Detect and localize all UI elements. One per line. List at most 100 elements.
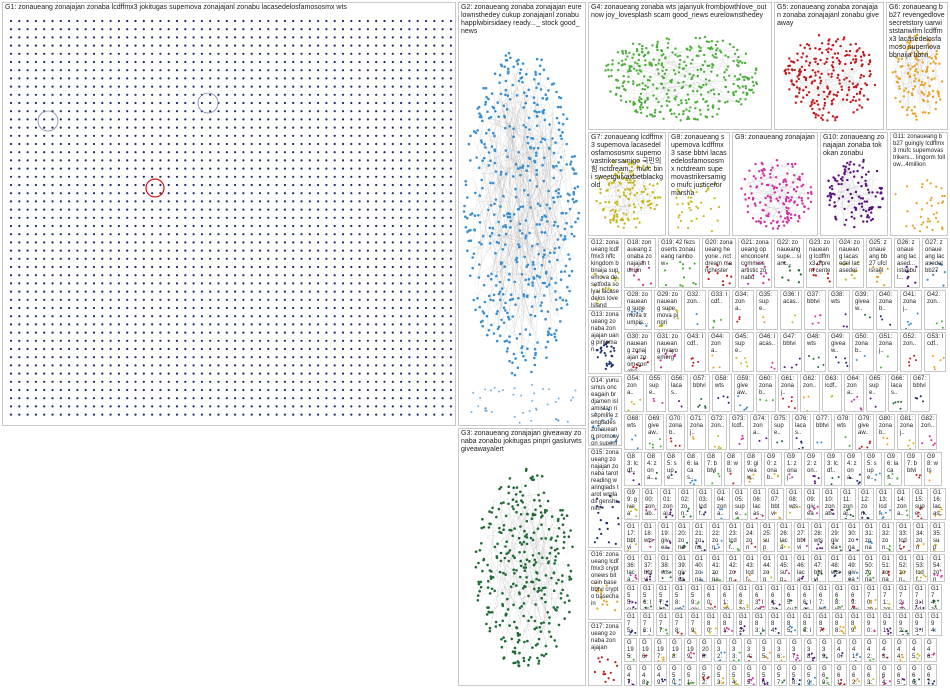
graph-node	[532, 531, 536, 534]
graph-node	[43, 282, 46, 285]
graph-edge	[843, 65, 873, 75]
graph-node	[628, 51, 631, 54]
graph-node	[433, 60, 436, 64]
graph-node	[184, 372, 187, 375]
graph-node	[533, 314, 537, 318]
graph-node	[710, 40, 713, 43]
graph-node	[200, 356, 203, 359]
graph-node	[400, 224, 403, 228]
graph-node	[533, 619, 537, 623]
graph-node	[333, 323, 336, 326]
graph-node	[739, 60, 742, 63]
graph-node	[449, 413, 452, 416]
graph-node	[519, 205, 522, 209]
graph-node	[358, 52, 361, 55]
graph-node	[242, 282, 245, 285]
graph-node	[827, 111, 830, 114]
graph-node	[350, 323, 353, 326]
graph-node	[225, 77, 228, 80]
graph-node	[408, 159, 411, 162]
graph-edge	[802, 54, 837, 94]
graph-node	[483, 156, 486, 160]
graph-node	[26, 323, 29, 326]
graph-node	[101, 69, 104, 72]
graph-node	[528, 231, 531, 235]
graph-node	[499, 170, 503, 174]
graph-node	[474, 131, 478, 134]
graph-node	[267, 290, 270, 293]
graph-node	[51, 323, 54, 326]
graph-edge	[839, 52, 844, 60]
graph-node	[59, 151, 62, 154]
graph-node	[258, 60, 262, 64]
graph-node	[499, 173, 503, 176]
graph-node	[624, 58, 627, 61]
graph-node	[317, 397, 320, 400]
graph-node	[92, 241, 96, 244]
graph-node	[159, 183, 162, 187]
graph-node	[449, 216, 452, 219]
graph-node	[76, 77, 79, 80]
graph-node	[34, 208, 37, 211]
graph-node	[250, 315, 253, 318]
graph-node	[466, 249, 469, 252]
graph-edge	[541, 569, 551, 639]
graph-node	[548, 616, 551, 619]
graph-node	[234, 134, 237, 137]
graph-node	[59, 249, 62, 252]
graph-edge	[633, 85, 635, 111]
graph-node	[543, 118, 547, 122]
graph-node	[441, 36, 444, 39]
graph-node	[192, 347, 195, 351]
graph-node	[225, 397, 228, 400]
graph-node	[134, 159, 137, 162]
graph-node	[26, 118, 29, 121]
graph-node	[408, 200, 411, 203]
graph-node	[51, 347, 54, 351]
graph-node	[920, 83, 924, 87]
graph-node	[142, 298, 145, 301]
graph-node	[502, 571, 505, 575]
graph-node	[840, 88, 844, 91]
graph-node	[424, 372, 428, 375]
graph-node	[493, 161, 497, 165]
graph-node	[408, 315, 411, 318]
graph-node	[267, 36, 270, 39]
graph-node	[920, 80, 924, 84]
graph-edge	[504, 557, 508, 584]
graph-node	[516, 640, 520, 644]
graph-node	[709, 47, 712, 51]
graph-node	[209, 257, 212, 260]
graph-node	[126, 249, 129, 252]
graph-node	[449, 151, 452, 154]
graph-node	[552, 166, 555, 169]
graph-edge	[502, 234, 562, 262]
graph-node	[516, 366, 520, 370]
graph-node	[109, 167, 112, 170]
graph-node	[275, 216, 278, 219]
graph-node	[200, 372, 203, 375]
graph-node	[636, 62, 639, 65]
graph-node	[535, 407, 537, 410]
graph-edge	[485, 173, 574, 253]
graph-node	[142, 339, 145, 342]
graph-node	[695, 54, 698, 57]
graph-node	[555, 329, 558, 332]
graph-node	[498, 290, 502, 294]
graph-edge	[514, 283, 535, 336]
graph-node	[523, 506, 527, 509]
graph-node	[18, 233, 21, 236]
graph-node	[225, 167, 228, 170]
graph-node	[192, 323, 195, 326]
graph-node	[531, 399, 534, 402]
graph-edge	[515, 106, 538, 200]
graph-node	[491, 576, 495, 579]
graph-node	[557, 527, 561, 530]
graph-node	[142, 216, 145, 219]
graph-node	[477, 561, 480, 565]
graph-node	[511, 534, 514, 538]
graph-node	[175, 249, 179, 252]
graph-node	[488, 592, 492, 595]
graph-node	[175, 208, 179, 211]
graph-node	[559, 96, 563, 100]
